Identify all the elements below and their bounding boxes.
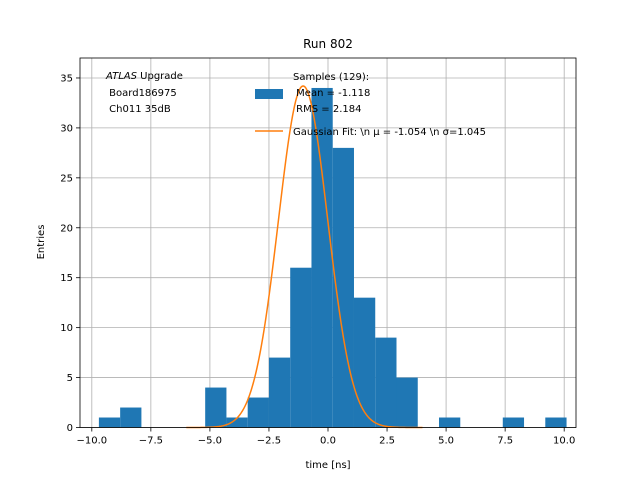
atlas-annotation: ATLAS Upgrade Board186975 Ch011 35dB [105,71,183,115]
x-axis-ticks: −10.0 −7.5 −5.0 −2.5 0.0 2.5 5.0 7.5 10.0 [76,427,575,447]
y-tick-label: 15 [60,273,73,284]
annotation-channel: Ch011 35dB [106,104,171,115]
chart-title: Run 802 [303,37,353,51]
gaussian-fit-line [186,85,423,429]
histogram-bar [205,387,227,428]
x-tick-label: 5.0 [438,436,454,447]
y-tick-label: 30 [60,123,73,134]
x-tick-label: −10.0 [76,436,107,447]
histogram-bar [247,397,269,428]
histogram-bar [98,417,121,428]
x-tick-label: −2.5 [257,436,281,447]
annotation-atlas: ATLAS [105,71,138,82]
svg-text:ATLAS Upgrade: ATLAS Upgrade [105,71,183,82]
histogram-bar [375,337,397,428]
x-tick-label: 0.0 [320,436,336,447]
histogram-bar [311,87,333,428]
histogram-bar [290,267,312,428]
y-tick-label: 5 [67,373,73,384]
histogram-bar [545,417,567,428]
y-tick-label: 20 [60,223,73,234]
y-tick-label: 25 [60,173,73,184]
histogram-bars [98,87,567,428]
y-axis-label: Entries [36,225,47,260]
y-tick-label: 10 [60,323,73,334]
legend-samples-line2: Mean = -1.118 [293,88,370,99]
histogram-bar [353,297,376,428]
legend-samples-line1: Samples (129): [293,72,369,83]
x-tick-label: 10.0 [553,436,575,447]
histogram-bar [120,407,142,428]
legend-fit-label: Gaussian Fit: \n μ = -1.054 \n σ=1.045 [293,127,486,138]
histogram-bar [268,357,291,428]
y-tick-label: 35 [60,73,73,84]
histogram-bar [396,377,418,428]
x-tick-label: 7.5 [497,436,513,447]
y-axis-ticks: 0 5 10 15 20 25 30 35 [60,73,80,434]
y-tick-label: 0 [67,423,73,434]
annotation-upgrade: Upgrade [137,71,183,82]
x-tick-label: −7.5 [139,436,163,447]
x-tick-label: −5.0 [198,436,222,447]
annotation-board: Board186975 [106,88,177,99]
legend-samples-patch [255,89,283,99]
x-axis-label: time [ns] [305,460,350,471]
histogram-bar [332,147,354,428]
x-tick-label: 2.5 [379,436,395,447]
histogram-bar [502,417,525,428]
legend: Samples (129): Mean = -1.118 RMS = 2.184… [255,72,486,138]
legend-samples-line3: RMS = 2.184 [293,104,361,115]
histogram-bar [439,417,461,428]
histogram-bar [226,417,248,428]
